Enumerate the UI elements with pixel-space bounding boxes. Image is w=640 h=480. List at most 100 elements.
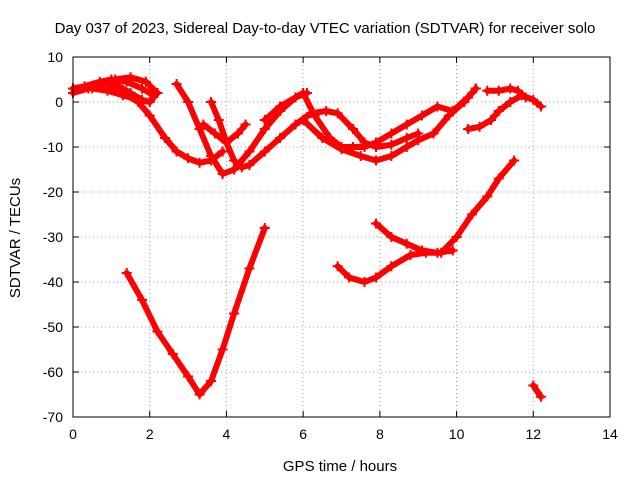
data-point-marker [259, 146, 270, 157]
data-point-marker [463, 124, 474, 134]
data-point-marker [194, 389, 205, 400]
data-point-marker [171, 146, 182, 157]
data-point-marker [348, 124, 359, 134]
data-point-marker [447, 245, 458, 256]
data-point-marker [236, 162, 247, 173]
data-point-marker [229, 155, 240, 166]
x-tick-label: 12 [525, 426, 541, 442]
y-tick-label: 10 [47, 49, 63, 65]
data-point-marker [221, 137, 232, 148]
data-point-marker [217, 344, 228, 355]
data-point-marker [355, 151, 366, 161]
x-ticks: 0 2 4 6 8 10 12 14 [69, 57, 618, 442]
data-point-marker [206, 97, 217, 107]
data-point-marker [110, 74, 121, 85]
data-point-marker [459, 97, 470, 107]
data-point-marker [317, 133, 328, 143]
data-point-marker [229, 308, 240, 319]
data-point-marker [167, 349, 178, 359]
data-point-marker [321, 106, 332, 116]
grid-lines [73, 57, 610, 417]
data-point-marker [183, 371, 194, 382]
data-point-marker [229, 164, 240, 175]
data-point-marker [152, 326, 163, 337]
data-point-marker [259, 115, 270, 125]
data-point-marker [244, 146, 255, 157]
data-point-marker [386, 261, 397, 272]
data-point-marker [371, 272, 382, 283]
data-point-marker [259, 124, 270, 134]
data-point-marker [443, 110, 454, 121]
series-line-pass-f [300, 85, 479, 164]
y-ticks: 10 0 -10 -20 -30 -40 -50 -60 -70 [43, 49, 610, 425]
x-tick-label: 10 [449, 426, 465, 442]
y-axis-title: SDTVAR / TECUs [7, 178, 24, 298]
data-point-marker [102, 79, 113, 89]
data-point-marker [509, 155, 520, 166]
data-point-marker [466, 209, 477, 220]
data-point-marker [474, 121, 485, 132]
data-point-marker [144, 110, 155, 121]
data-point-marker [432, 247, 443, 258]
data-point-marker [493, 85, 504, 96]
data-point-marker [528, 94, 539, 105]
data-point-marker [371, 155, 382, 166]
series-line-pass-low-2 [334, 157, 518, 285]
data-point-marker [401, 238, 412, 249]
y-tick-label: -10 [43, 139, 63, 155]
data-point-marker [87, 83, 98, 94]
data-point-marker [209, 128, 220, 139]
data-point-marker [470, 83, 481, 94]
y-tick-label: 0 [55, 94, 63, 110]
y-tick-label: -40 [43, 274, 63, 290]
data-point-marker [117, 88, 128, 98]
data-point-marker [359, 277, 370, 287]
data-point-marker [512, 85, 523, 96]
data-point-marker [160, 133, 171, 143]
x-tick-label: 14 [602, 426, 618, 442]
x-tick-label: 8 [376, 426, 384, 442]
data-point-marker [240, 119, 251, 130]
data-point-marker [386, 128, 397, 139]
y-tick-label: -20 [43, 184, 63, 200]
data-point-marker [428, 128, 439, 139]
data-point-marker [232, 128, 243, 139]
data-point-marker [386, 151, 397, 161]
data-point-marker [332, 108, 343, 119]
data-point-marker [137, 295, 148, 305]
data-point-marker [133, 97, 144, 107]
data-point-marker [290, 119, 301, 130]
data-point-marker [344, 272, 355, 283]
series-line-pass-low-1 [123, 225, 268, 398]
data-point-marker [275, 101, 286, 112]
data-point-marker [413, 135, 424, 146]
data-point-marker [432, 101, 443, 112]
data-point-marker [125, 72, 136, 83]
data-point-marker [217, 169, 228, 179]
data-point-marker [493, 106, 504, 116]
data-point-marker [405, 250, 416, 260]
x-tick-label: 4 [223, 426, 231, 442]
data-point-marker [482, 191, 493, 202]
data-point-marker [259, 223, 270, 233]
data-point-marker [213, 115, 224, 125]
data-point-marker [417, 245, 428, 256]
data-point-marker [336, 144, 347, 155]
y-tick-label: -50 [43, 319, 63, 335]
data-point-marker [244, 263, 255, 274]
x-axis-title: GPS time / hours [283, 458, 397, 475]
data-point-marker [417, 110, 428, 121]
series-group [68, 72, 546, 402]
data-point-marker [298, 115, 309, 125]
data-point-marker [505, 97, 516, 107]
data-point-marker [152, 88, 163, 98]
data-point-marker [275, 133, 286, 143]
data-point-marker [332, 261, 343, 272]
data-point-marker [401, 133, 412, 143]
data-point-marker [359, 142, 370, 152]
data-point-marker [371, 218, 382, 229]
series-line-pass-low-4 [530, 382, 544, 400]
data-point-marker [386, 139, 397, 150]
x-tick-label: 6 [299, 426, 307, 442]
